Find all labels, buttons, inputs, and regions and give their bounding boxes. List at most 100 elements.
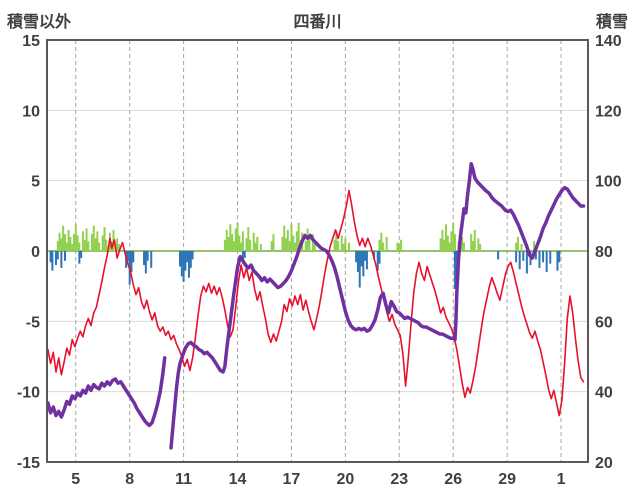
green-bars-bar bbox=[249, 239, 252, 251]
green-bars-bar bbox=[241, 231, 244, 251]
green-bars-bar bbox=[62, 225, 65, 251]
green-bars-bar bbox=[236, 222, 239, 251]
green-bars-bar bbox=[344, 238, 347, 251]
left-tick-label: 0 bbox=[31, 244, 40, 261]
right-tick-label: 20 bbox=[595, 455, 613, 472]
blue-bars-bar bbox=[549, 251, 552, 264]
green-bars-bar bbox=[229, 224, 232, 251]
x-tick-label: 29 bbox=[498, 471, 516, 488]
chart-title: 四番川 bbox=[293, 14, 342, 31]
green-bars-bar bbox=[516, 236, 519, 251]
green-bars-bar bbox=[87, 241, 90, 251]
left-tick-label: -5 bbox=[26, 314, 40, 331]
blue-bars-bar bbox=[364, 251, 367, 261]
blue-bars-bar bbox=[191, 251, 194, 260]
blue-bars-bar bbox=[453, 251, 456, 289]
blue-bars-bar bbox=[179, 251, 182, 267]
blue-bars-bar bbox=[373, 251, 376, 260]
green-bars-bar bbox=[69, 236, 72, 251]
green-bars-bar bbox=[378, 239, 381, 251]
blue-bars-bar bbox=[126, 251, 129, 261]
blue-bars-bar bbox=[186, 251, 189, 263]
green-bars-bar bbox=[461, 236, 464, 251]
left-tick-label: 15 bbox=[22, 33, 40, 50]
green-bars-bar bbox=[443, 239, 446, 251]
green-bars-bar bbox=[281, 236, 284, 251]
blue-bars-bar bbox=[182, 251, 185, 282]
green-bars-bar bbox=[333, 239, 336, 251]
green-bars-bar bbox=[245, 238, 248, 251]
green-bars-bar bbox=[103, 227, 106, 251]
green-bars-bar bbox=[396, 242, 399, 251]
green-bars-bar bbox=[439, 238, 442, 251]
green-bars-bar bbox=[479, 243, 482, 251]
x-tick-label: 20 bbox=[336, 471, 354, 488]
blue-bars-bar bbox=[497, 251, 500, 260]
green-bars-bar bbox=[473, 229, 476, 251]
x-tick-label: 8 bbox=[125, 471, 134, 488]
left-tick-label: 10 bbox=[22, 103, 40, 120]
green-bars-bar bbox=[240, 242, 243, 251]
right-tick-label: 120 bbox=[595, 103, 622, 120]
blue-bars-bar bbox=[143, 251, 146, 266]
blue-bars-bar bbox=[545, 251, 548, 273]
green-bars-bar bbox=[446, 235, 449, 251]
green-bars-bar bbox=[382, 242, 385, 251]
green-bars-bar bbox=[58, 232, 61, 251]
red-line bbox=[47, 189, 585, 417]
green-bars-bar bbox=[259, 243, 262, 251]
green-bars-bar bbox=[283, 225, 286, 251]
green-bars-bar bbox=[227, 236, 230, 251]
green-bars-bar bbox=[445, 224, 448, 251]
blue-bars-bar bbox=[132, 251, 135, 263]
green-bars-bar bbox=[85, 228, 88, 251]
blue-bars-bar bbox=[243, 251, 246, 259]
green-bars-bar bbox=[116, 238, 119, 251]
plot-border bbox=[46, 39, 589, 463]
green-bars-bar bbox=[252, 232, 255, 251]
green-bars-bar bbox=[232, 241, 235, 251]
green-bars-bar bbox=[450, 231, 453, 251]
blue-bars-bar bbox=[241, 251, 244, 264]
right-tick-label: 80 bbox=[595, 244, 613, 261]
blue-bars-bar bbox=[515, 251, 518, 263]
blue-bars-bar bbox=[78, 251, 81, 264]
green-bars-bar bbox=[515, 242, 518, 251]
blue-bars-bar bbox=[358, 251, 361, 288]
green-bars-bar bbox=[297, 222, 300, 251]
green-bars-bar bbox=[347, 242, 350, 251]
green-bars-bar bbox=[292, 235, 295, 251]
x-tick-label: 14 bbox=[229, 471, 247, 488]
green-bars-bar bbox=[60, 238, 63, 251]
blue-bars-bar bbox=[525, 251, 528, 274]
green-bars-bar bbox=[295, 231, 298, 251]
blue-bars-bar bbox=[63, 251, 66, 261]
green-bars-bar bbox=[337, 241, 340, 251]
green-bars-bar bbox=[270, 241, 273, 251]
green-bars-bar bbox=[231, 234, 234, 251]
green-bars-bar bbox=[286, 229, 289, 251]
purple-snow-depth-line bbox=[46, 356, 167, 428]
right-tick-label: 60 bbox=[595, 314, 613, 331]
green-bars-bar bbox=[81, 231, 84, 251]
green-bars-bar bbox=[312, 234, 315, 251]
green-bars-bar bbox=[477, 238, 480, 251]
green-bars-bar bbox=[294, 242, 297, 251]
green-bars-bar bbox=[462, 242, 465, 251]
green-bars-bar bbox=[72, 234, 75, 251]
green-bars-bar bbox=[90, 234, 93, 251]
blue-bars-bar bbox=[518, 251, 521, 270]
blue-bars-bar bbox=[51, 251, 54, 271]
green-bars-bar bbox=[400, 239, 403, 251]
blue-bars-bar bbox=[365, 251, 368, 270]
green-bars-bar bbox=[441, 229, 444, 251]
green-bars-bar bbox=[471, 241, 474, 251]
green-bars-bar bbox=[256, 236, 259, 251]
green-bars-bar bbox=[105, 239, 108, 251]
green-bars-bar bbox=[92, 225, 95, 251]
green-bars-bar bbox=[101, 235, 104, 251]
right-axis-title: 積雪 bbox=[595, 14, 628, 31]
blue-bars-bar bbox=[558, 251, 561, 263]
green-bars-bar bbox=[74, 224, 77, 251]
green-bars-bar bbox=[470, 234, 473, 251]
